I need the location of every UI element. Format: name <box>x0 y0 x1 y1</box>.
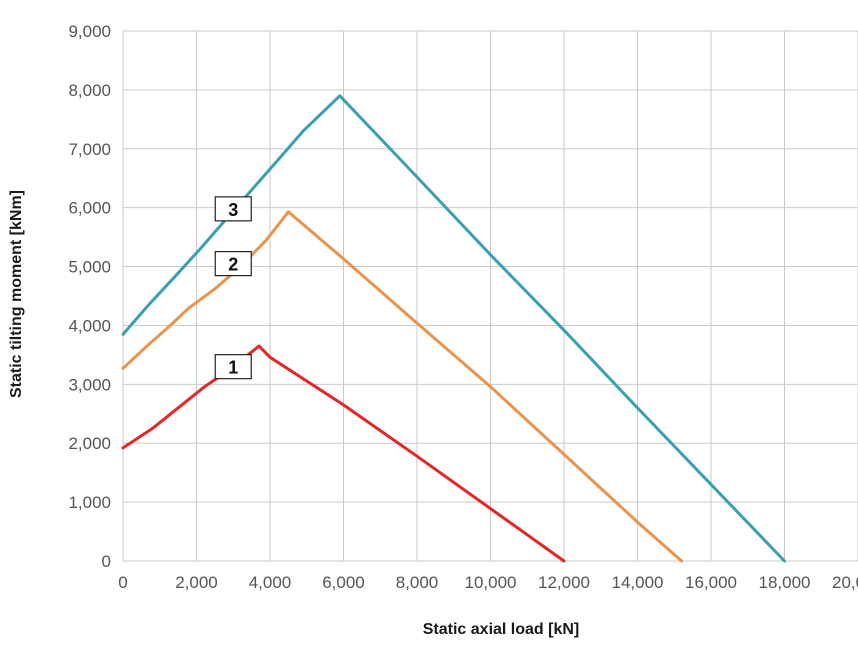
y-tick-labels: 0 1,000 2,000 3,000 4,000 5,000 6,000 7,000 8,00… <box>68 22 111 571</box>
series-tag-box <box>214 196 252 222</box>
x-tick-label: 8,000 <box>396 573 439 592</box>
y-tick-label: 6,000 <box>68 199 111 218</box>
series-tag-2: 2 <box>214 251 252 277</box>
series-line-2 <box>121 210 684 563</box>
y-tick-label: 0 <box>102 552 111 571</box>
series-tag-box <box>214 354 252 380</box>
series-tag-label: 3 <box>228 200 238 220</box>
grid-lines <box>122 30 858 562</box>
series-line-1 <box>121 344 566 563</box>
x-tick-labels: 0 2,000 4,000 6,000 8,000 10,000 12,000 14,000 1… <box>118 573 858 592</box>
x-tick-label: 4,000 <box>249 573 292 592</box>
y-tick-label: 4,000 <box>68 316 111 335</box>
y-tick-label: 9,000 <box>68 22 111 41</box>
x-tick-label: 2,000 <box>175 573 218 592</box>
y-tick-label: 7,000 <box>68 140 111 159</box>
x-tick-label: 14,000 <box>612 573 664 592</box>
x-tick-label: 12,000 <box>538 573 590 592</box>
x-axis-title: Static axial load [kN] <box>423 621 580 638</box>
y-tick-label: 5,000 <box>68 258 111 277</box>
series-tag-box <box>214 251 252 277</box>
y-tick-label: 3,000 <box>68 375 111 394</box>
x-tick-label: 16,000 <box>685 573 737 592</box>
series-tag-3: 3 <box>214 196 252 222</box>
series-tag-label: 1 <box>228 358 238 378</box>
x-tick-label: 10,000 <box>465 573 517 592</box>
y-axis-title: Static tilting moment [kNm] <box>8 190 25 398</box>
x-tick-label: 6,000 <box>322 573 365 592</box>
y-tick-label: 8,000 <box>68 81 111 100</box>
x-tick-label: 20,000 <box>832 573 858 592</box>
series-lines <box>121 94 786 563</box>
series-tag-label: 2 <box>228 255 238 275</box>
series-tag-1: 1 <box>214 354 252 380</box>
series-labels: 1 2 3 <box>214 196 252 380</box>
y-tick-label: 1,000 <box>68 493 111 512</box>
series-line-3 <box>121 94 786 563</box>
y-tick-label: 2,000 <box>68 434 111 453</box>
x-tick-label: 0 <box>118 573 127 592</box>
x-tick-label: 18,000 <box>759 573 811 592</box>
